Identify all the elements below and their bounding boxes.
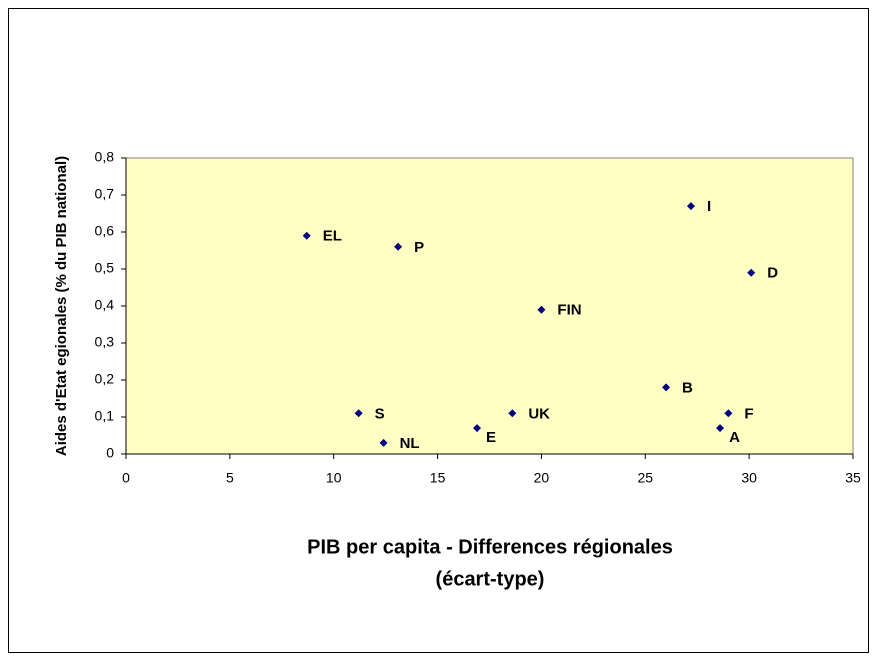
point xyxy=(724,409,733,418)
point-label: NL xyxy=(400,435,420,452)
x-tick-label: 5 xyxy=(226,470,234,486)
point-label: F xyxy=(744,405,753,422)
y-tick-label: 0,5 xyxy=(95,260,115,276)
point xyxy=(354,409,363,418)
point-label: E xyxy=(486,429,496,446)
x-axis-title: PIB per capita - Differences régionales xyxy=(307,536,673,558)
point xyxy=(473,424,482,433)
y-tick-label: 0,8 xyxy=(95,149,115,165)
y-tick-label: 0,1 xyxy=(95,408,115,424)
y-tick-label: 0,2 xyxy=(95,371,115,387)
x-tick-label: 25 xyxy=(637,470,653,486)
point-label: EL xyxy=(323,228,342,245)
point-label: S xyxy=(375,405,385,422)
x-tick-label: 0 xyxy=(122,470,130,486)
point-label: P xyxy=(414,239,424,256)
point xyxy=(686,202,695,211)
x-tick-label: 30 xyxy=(741,470,757,486)
x-tick-label: 15 xyxy=(430,470,446,486)
point xyxy=(508,409,517,418)
point-label: A xyxy=(729,429,740,446)
y-tick-label: 0,3 xyxy=(95,334,115,350)
point xyxy=(747,268,756,277)
y-tick-label: 0 xyxy=(106,445,114,461)
point xyxy=(394,242,403,251)
point xyxy=(302,231,311,240)
x-tick-label: 10 xyxy=(326,470,342,486)
point-label: D xyxy=(767,265,778,282)
x-tick-label: 20 xyxy=(534,470,550,486)
point-label: B xyxy=(682,379,693,396)
point xyxy=(716,424,725,433)
point xyxy=(662,383,671,392)
y-tick-label: 0,4 xyxy=(95,297,115,313)
point xyxy=(379,438,388,447)
point-label: FIN xyxy=(557,302,581,319)
y-axis-title: Aides d'Etat egionales (% du PIB nationa… xyxy=(53,156,70,456)
point-label: I xyxy=(707,198,711,215)
y-tick-label: 0,7 xyxy=(95,186,115,202)
point-label: UK xyxy=(528,405,550,422)
point xyxy=(537,305,546,314)
x-tick-label: 35 xyxy=(845,470,861,486)
y-tick-label: 0,6 xyxy=(95,223,115,239)
plot-area xyxy=(125,157,854,455)
x-axis-title: (écart-type) xyxy=(436,568,545,590)
